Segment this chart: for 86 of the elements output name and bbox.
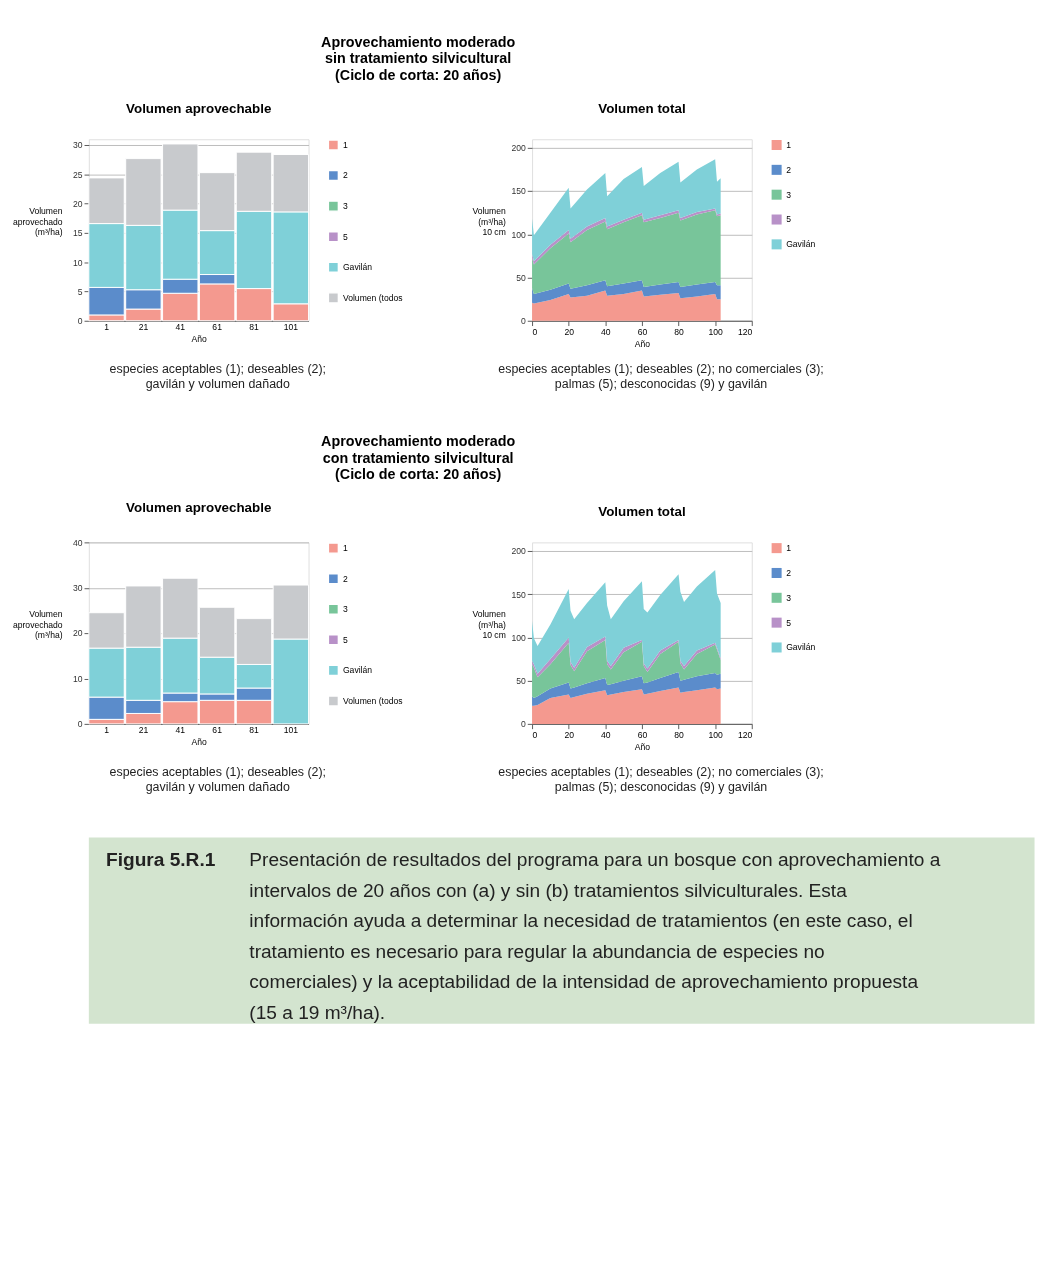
x-axis-title: Año [191, 737, 208, 748]
y-tick-label: 20 [73, 628, 83, 639]
y-axis-title: Volumen (m³/ha) 10 cm [472, 206, 507, 238]
y-tick-label: 10 [73, 257, 83, 268]
legend-label: 2 [342, 170, 348, 181]
chart-title: Volumen aprovechable [126, 100, 272, 116]
legend-label: 1 [342, 542, 348, 553]
chart-title: Volumen total [598, 503, 686, 519]
legend-label: 5 [786, 214, 792, 225]
y-tick-label: 200 [511, 546, 527, 557]
y-axis-title: Volumen (m³/ha) 10 cm [472, 609, 507, 641]
x-tick-label: 0 [532, 326, 538, 337]
text: Presentación de resultados del programa para un bosque con aprovechamiento a intervalos de 20 años con (a) y sin (b) tratamientos silviculturales. Esta información ayuda a determinar la necesidad de tratamientos (en este caso, el tratamiento es necesario para regular la abundancia de especies no comerciales) y la aceptabilidad de la intensidad de aprovechamiento propuesta (15 a 19 m³/ha). [249, 849, 941, 1024]
x-tick-label: 120 [737, 729, 753, 740]
x-tick-label: 60 [637, 729, 648, 740]
legend-label: 2 [786, 567, 792, 578]
x-tick-label: 20 [564, 326, 575, 337]
x-tick-label: 40 [601, 729, 611, 740]
y-tick-label: 5 [77, 286, 83, 297]
text: Aprovechamiento moderado con tratamiento silvicultural (Ciclo de corta: 20 años) [321, 433, 516, 482]
x-axis-title: Año [191, 334, 208, 345]
x-tick-label: 101 [283, 321, 299, 332]
x-tick-label: 41 [175, 321, 186, 332]
text: especies aceptables (1); deseables (2); gavilán y volumen dañado [109, 765, 327, 794]
legend-label: 5 [342, 634, 348, 645]
x-tick-label: 81 [249, 321, 259, 332]
legend-label: 2 [786, 164, 792, 175]
x-tick-label: 100 [708, 729, 724, 740]
x-tick-label: 120 [737, 326, 753, 337]
x-tick-label: 80 [674, 326, 685, 337]
x-tick-label: 20 [564, 729, 575, 740]
x-tick-label: 100 [708, 326, 724, 337]
legend-label: 5 [342, 231, 348, 242]
y-axis-title: Volumen aprovechado (m³/ha) [12, 206, 63, 238]
x-tick-label: 81 [249, 724, 259, 735]
x-tick-label: 60 [637, 326, 648, 337]
x-tick-label: 1 [104, 724, 110, 735]
y-tick-label: 200 [511, 143, 527, 154]
legend-label: 5 [786, 617, 792, 628]
legend-label: 1 [342, 139, 348, 150]
legend-label: 2 [342, 573, 348, 584]
x-axis-title: Año [634, 339, 651, 350]
legend-label: Gavilán [342, 262, 373, 273]
y-tick-label: 25 [73, 169, 83, 180]
legend-label: 1 [786, 542, 792, 553]
x-tick-label: 61 [212, 321, 223, 332]
y-tick-label: 50 [516, 676, 527, 687]
legend-label: 1 [786, 139, 792, 150]
legend-label: 3 [786, 592, 792, 603]
x-tick-label: 21 [138, 724, 149, 735]
legend-label: Volumen (todos [342, 695, 403, 706]
x-tick-label: 41 [175, 724, 186, 735]
chart-title: Volumen total [598, 100, 686, 116]
y-tick-label: 10 [73, 673, 83, 684]
y-axis-title: Volumen aprovechado (m³/ha) [12, 609, 63, 641]
legend-label: Gavilán [786, 642, 816, 653]
y-tick-label: 100 [511, 229, 527, 240]
x-tick-label: 101 [283, 724, 299, 735]
text: especies aceptables (1); deseables (2); no comerciales (3); palmas (5); desconocidas (9) y gavilán [498, 765, 824, 794]
y-tick-label: 40 [73, 537, 83, 548]
y-tick-label: 15 [73, 228, 83, 239]
chart-title: Volumen aprovechable [126, 499, 272, 515]
legend-label: Volumen (todos [342, 292, 403, 303]
legend-label: Gavilán [342, 665, 373, 676]
x-tick-label: 40 [601, 326, 611, 337]
text: especies aceptables (1); deseables (2); gavilán y volumen dañado [109, 362, 327, 391]
x-tick-label: 21 [138, 321, 149, 332]
text: Aprovechamiento moderado sin tratamiento silvicultural (Ciclo de corta: 20 años) [321, 34, 516, 83]
x-tick-label: 0 [532, 729, 538, 740]
x-tick-label: 61 [212, 724, 223, 735]
legend-label: 3 [342, 201, 348, 212]
y-tick-label: 50 [516, 272, 527, 283]
y-tick-label: 100 [511, 632, 527, 643]
x-tick-label: 1 [104, 321, 110, 332]
legend-label: Gavilán [786, 239, 816, 250]
y-tick-label: 30 [73, 583, 83, 594]
y-tick-label: 150 [511, 589, 527, 600]
legend-label: 3 [786, 189, 792, 200]
y-tick-label: 20 [73, 199, 83, 210]
text: especies aceptables (1); deseables (2); no comerciales (3); palmas (5); desconocidas (9) y gavilán [498, 362, 824, 391]
text: Figura 5.R.1 [106, 849, 216, 871]
x-tick-label: 80 [674, 729, 685, 740]
y-tick-label: 30 [73, 140, 83, 151]
x-axis-title: Año [634, 742, 651, 753]
y-tick-label: 150 [511, 186, 527, 197]
legend-label: 3 [342, 604, 348, 615]
